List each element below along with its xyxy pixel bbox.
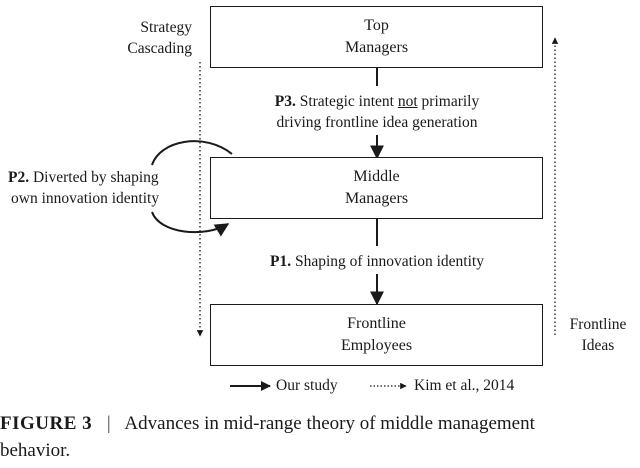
p2-text-a: Diverted by shaping [29,169,159,186]
legend-kim-et-al: Kim et al., 2014 [414,376,514,396]
label-p3: P3. Strategic intent not primarily drivi… [222,91,532,133]
caption-line2: behavior. [0,440,71,461]
caption-label: FIGURE 3 [0,413,93,434]
p3-line2: driving frontline idea generation [276,114,478,131]
loop-arrow-p2 [151,140,232,232]
strategy-line2: Cascading [127,40,192,57]
box-frontline-employees: Frontline Employees [210,304,543,366]
p2-tag: P2. [8,169,30,186]
caption-text: Advances in mid-range theory of middle m… [124,413,535,434]
p1-tag: P1. [270,253,292,270]
box-middle-line1: Middle [353,168,400,185]
p2-line2: own innovation identity [11,190,160,207]
p3-tag: P3. [274,93,296,110]
p3-text-b: primarily [417,93,480,110]
box-middle-line2: Managers [344,190,409,207]
box-frontline-line1: Frontline [347,315,406,332]
label-strategy-cascading: Strategy Cascading [96,17,192,59]
frontline-ideas-line1: Frontline [569,316,627,333]
box-top-line1: Top [364,17,389,34]
box-top-line2: Managers [344,39,409,56]
box-frontline-line2: Employees [340,337,413,354]
label-frontline-ideas: Frontline Ideas [558,314,638,356]
legend-our-study-label: Our study [276,377,338,394]
p3-text-not: not [397,93,418,110]
p1-text: Shaping of innovation identity [291,253,484,270]
label-p1: P1. Shaping of innovation identity [222,251,532,272]
figure-caption: FIGURE 3 | Advances in mid-range theory … [0,410,640,464]
label-p2: P2. Diverted by shaping own innovation i… [8,167,188,209]
legend-our-study: Our study [276,376,338,396]
caption-separator: | [106,413,111,434]
strategy-line1: Strategy [140,19,192,36]
legend-kim-label: Kim et al., 2014 [414,377,515,394]
box-top-managers: Top Managers [210,6,543,68]
p3-text-a: Strategic intent [295,93,398,110]
box-middle-managers: Middle Managers [210,157,543,219]
frontline-ideas-line2: Ideas [581,337,615,354]
